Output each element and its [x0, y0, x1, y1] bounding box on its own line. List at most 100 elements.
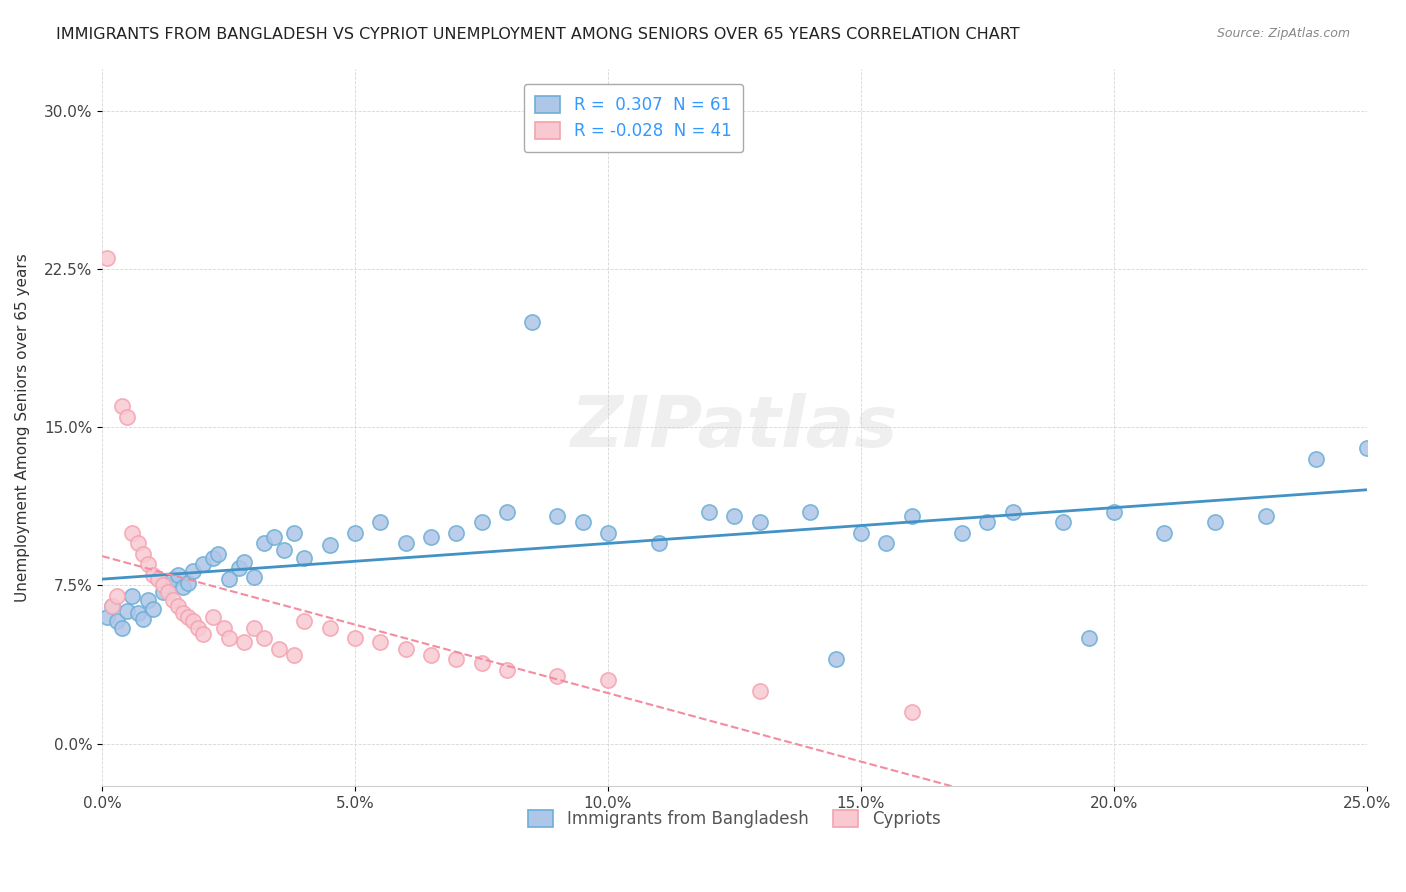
Point	[127, 606, 149, 620]
Point	[136, 593, 159, 607]
Point	[723, 508, 745, 523]
Point	[283, 648, 305, 662]
Legend: Immigrants from Bangladesh, Cypriots: Immigrants from Bangladesh, Cypriots	[522, 804, 948, 835]
Y-axis label: Unemployment Among Seniors over 65 years: Unemployment Among Seniors over 65 years	[15, 252, 30, 601]
Point	[799, 504, 821, 518]
Point	[202, 551, 225, 566]
Point	[162, 572, 184, 586]
Point	[101, 599, 124, 614]
Point	[395, 641, 418, 656]
Point	[152, 578, 174, 592]
Point	[228, 561, 250, 575]
Text: Source: ZipAtlas.com: Source: ZipAtlas.com	[1216, 27, 1350, 40]
Point	[546, 669, 568, 683]
Point	[253, 536, 276, 550]
Point	[218, 631, 240, 645]
Point	[156, 584, 179, 599]
Point	[187, 621, 209, 635]
Point	[243, 570, 266, 584]
Point	[395, 536, 418, 550]
Point	[212, 621, 235, 635]
Point	[283, 525, 305, 540]
Point	[748, 683, 770, 698]
Point	[263, 530, 285, 544]
Point	[546, 508, 568, 523]
Point	[193, 558, 215, 572]
Point	[824, 652, 846, 666]
Point	[162, 593, 184, 607]
Point	[207, 547, 229, 561]
Point	[172, 606, 194, 620]
Point	[181, 614, 204, 628]
Point	[101, 599, 124, 614]
Point	[444, 525, 467, 540]
Point	[152, 584, 174, 599]
Point	[167, 567, 190, 582]
Point	[344, 631, 367, 645]
Point	[253, 631, 276, 645]
Point	[232, 635, 254, 649]
Point	[273, 542, 295, 557]
Point	[370, 635, 392, 649]
Point	[976, 515, 998, 529]
Text: ZIPatlas: ZIPatlas	[571, 392, 898, 462]
Point	[146, 572, 169, 586]
Point	[243, 621, 266, 635]
Point	[131, 612, 153, 626]
Point	[294, 551, 316, 566]
Point	[105, 589, 128, 603]
Point	[849, 525, 872, 540]
Point	[344, 525, 367, 540]
Point	[167, 599, 190, 614]
Point	[156, 578, 179, 592]
Point	[697, 504, 720, 518]
Point	[142, 567, 165, 582]
Point	[117, 604, 139, 618]
Point	[1153, 525, 1175, 540]
Point	[875, 536, 897, 550]
Point	[121, 589, 143, 603]
Point	[444, 652, 467, 666]
Point	[596, 673, 619, 688]
Point	[470, 657, 492, 671]
Point	[127, 536, 149, 550]
Point	[177, 576, 200, 591]
Point	[202, 610, 225, 624]
Point	[294, 614, 316, 628]
Point	[1204, 515, 1226, 529]
Point	[1052, 515, 1074, 529]
Point	[142, 601, 165, 615]
Point	[1077, 631, 1099, 645]
Point	[172, 581, 194, 595]
Point	[520, 315, 543, 329]
Point	[1102, 504, 1125, 518]
Point	[319, 538, 342, 552]
Point	[596, 525, 619, 540]
Point	[269, 641, 291, 656]
Point	[177, 610, 200, 624]
Point	[900, 705, 922, 719]
Point	[319, 621, 342, 635]
Point	[218, 572, 240, 586]
Text: IMMIGRANTS FROM BANGLADESH VS CYPRIOT UNEMPLOYMENT AMONG SENIORS OVER 65 YEARS C: IMMIGRANTS FROM BANGLADESH VS CYPRIOT UN…	[56, 27, 1019, 42]
Point	[495, 663, 517, 677]
Point	[121, 525, 143, 540]
Point	[96, 610, 118, 624]
Point	[647, 536, 669, 550]
Point	[1355, 442, 1378, 456]
Point	[419, 530, 441, 544]
Point	[193, 627, 215, 641]
Point	[495, 504, 517, 518]
Point	[105, 614, 128, 628]
Point	[1305, 451, 1327, 466]
Point	[111, 621, 134, 635]
Point	[111, 399, 134, 413]
Point	[117, 409, 139, 424]
Point	[419, 648, 441, 662]
Point	[1001, 504, 1024, 518]
Point	[232, 555, 254, 569]
Point	[96, 252, 118, 266]
Point	[470, 515, 492, 529]
Point	[370, 515, 392, 529]
Point	[900, 508, 922, 523]
